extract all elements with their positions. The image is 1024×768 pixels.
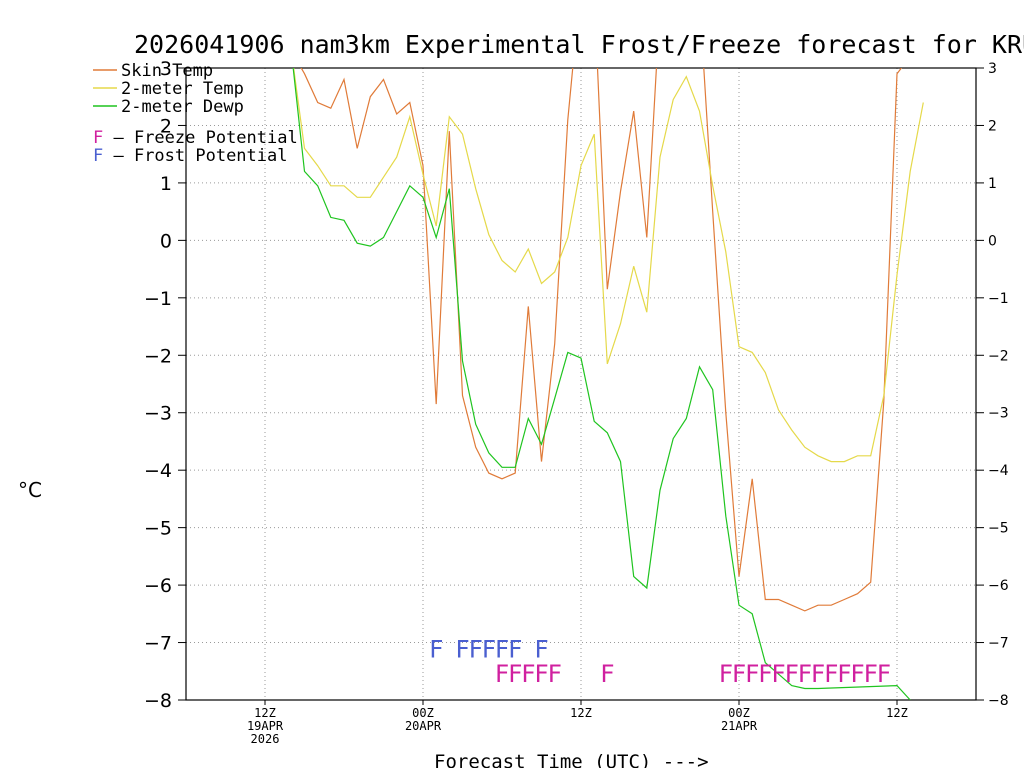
freeze-marker: F (824, 660, 838, 688)
y-tick-label: −3 (144, 403, 172, 425)
y-tick-label-right: 3 (988, 61, 997, 77)
freeze-marker: F (863, 660, 877, 688)
y-tick-label: −7 (144, 633, 172, 655)
freeze-marker: F (600, 660, 614, 688)
freeze-marker: F (745, 660, 759, 688)
freeze-marker: F (811, 660, 825, 688)
frost-marker: F (468, 635, 482, 663)
y-tick-label-right: −2 (988, 348, 1009, 364)
y-tick-label: 2 (160, 115, 172, 137)
freeze-marker: F (784, 660, 798, 688)
freeze-marker: F (521, 660, 535, 688)
frost-marker: F (534, 635, 548, 663)
x-tick-label: 12Z (886, 706, 908, 720)
freeze-marker: F (732, 660, 746, 688)
y-tick-label: 3 (160, 58, 172, 80)
potential-legend-item: F – Frost Potential (93, 146, 287, 166)
x-tick-label: 00Z (728, 706, 750, 720)
x-tick-label: 20APR (405, 719, 442, 733)
series-group (292, 68, 924, 700)
y-tick-label-right: −3 (988, 406, 1009, 422)
chart-title: 2026041906 nam3km Experimental Frost/Fre… (134, 30, 1024, 59)
frost-marker: F (495, 635, 509, 663)
x-axis-title: Forecast Time (UTC) ---> (434, 751, 709, 768)
series-line-2-meter-dewp (292, 68, 911, 700)
legend-label: Skin Temp (121, 61, 213, 81)
freeze-marker: F (508, 660, 522, 688)
y-tick-label-right: −6 (988, 578, 1009, 594)
frost-marker: F (429, 635, 443, 663)
grid (186, 68, 976, 700)
freeze-marker: F (877, 660, 891, 688)
y-tick-label-right: −5 (988, 521, 1009, 537)
y-tick-label: −6 (144, 575, 172, 597)
x-tick-label: 00Z (412, 706, 434, 720)
freeze-marker: F (798, 660, 812, 688)
freeze-marker: F (837, 660, 851, 688)
freeze-marker: F (758, 660, 772, 688)
y-tick-label: 1 (160, 173, 172, 195)
freeze-marker: F (771, 660, 785, 688)
freeze-marker: F (719, 660, 733, 688)
y-tick-label: −2 (144, 345, 172, 367)
y-tick-label: −4 (144, 460, 172, 482)
x-tick-label: 12Z (254, 706, 276, 720)
y-tick-label-right: 2 (988, 118, 997, 134)
y-axis: −8 −8 −7 −7 −6 −6 −5 −5 −4 −4 −3 −3 −2 −2 −1 −1 0 0 1 1 2 2 3 3 (144, 58, 1009, 712)
freeze-marker: F (547, 660, 561, 688)
y-tick-label-right: −8 (988, 693, 1009, 709)
y-tick-label: −5 (144, 518, 172, 540)
y-tick-label-right: 1 (988, 176, 997, 192)
x-tick-label: 12Z (570, 706, 592, 720)
legend-label: 2-meter Dewp (121, 97, 244, 117)
y-tick-label-right: −4 (988, 463, 1009, 479)
x-tick-label: 21APR (721, 719, 758, 733)
y-tick-label-right: 0 (988, 233, 997, 249)
y-tick-label-right: −1 (988, 291, 1009, 307)
x-tick-label: 2026 (251, 732, 280, 746)
x-tick-label: 19APR (247, 719, 284, 733)
frost-marker: F (455, 635, 469, 663)
potential-legend-item: F – Freeze Potential (93, 128, 298, 148)
freeze-marker: F (850, 660, 864, 688)
series-line-2-meter-temp (293, 68, 924, 463)
legend-label: 2-meter Temp (121, 79, 244, 99)
series-line-skin-temp (300, 68, 903, 612)
freeze-marker: F (534, 660, 548, 688)
y-axis-unit: °C (18, 478, 42, 502)
frost-marker: F (508, 635, 522, 663)
y-tick-label-right: −7 (988, 636, 1009, 652)
freeze-marker: F (495, 660, 509, 688)
y-tick-label: −8 (144, 690, 172, 712)
y-tick-label: 0 (160, 230, 172, 252)
y-tick-label: −1 (144, 288, 172, 310)
frost-marker: F (482, 635, 496, 663)
